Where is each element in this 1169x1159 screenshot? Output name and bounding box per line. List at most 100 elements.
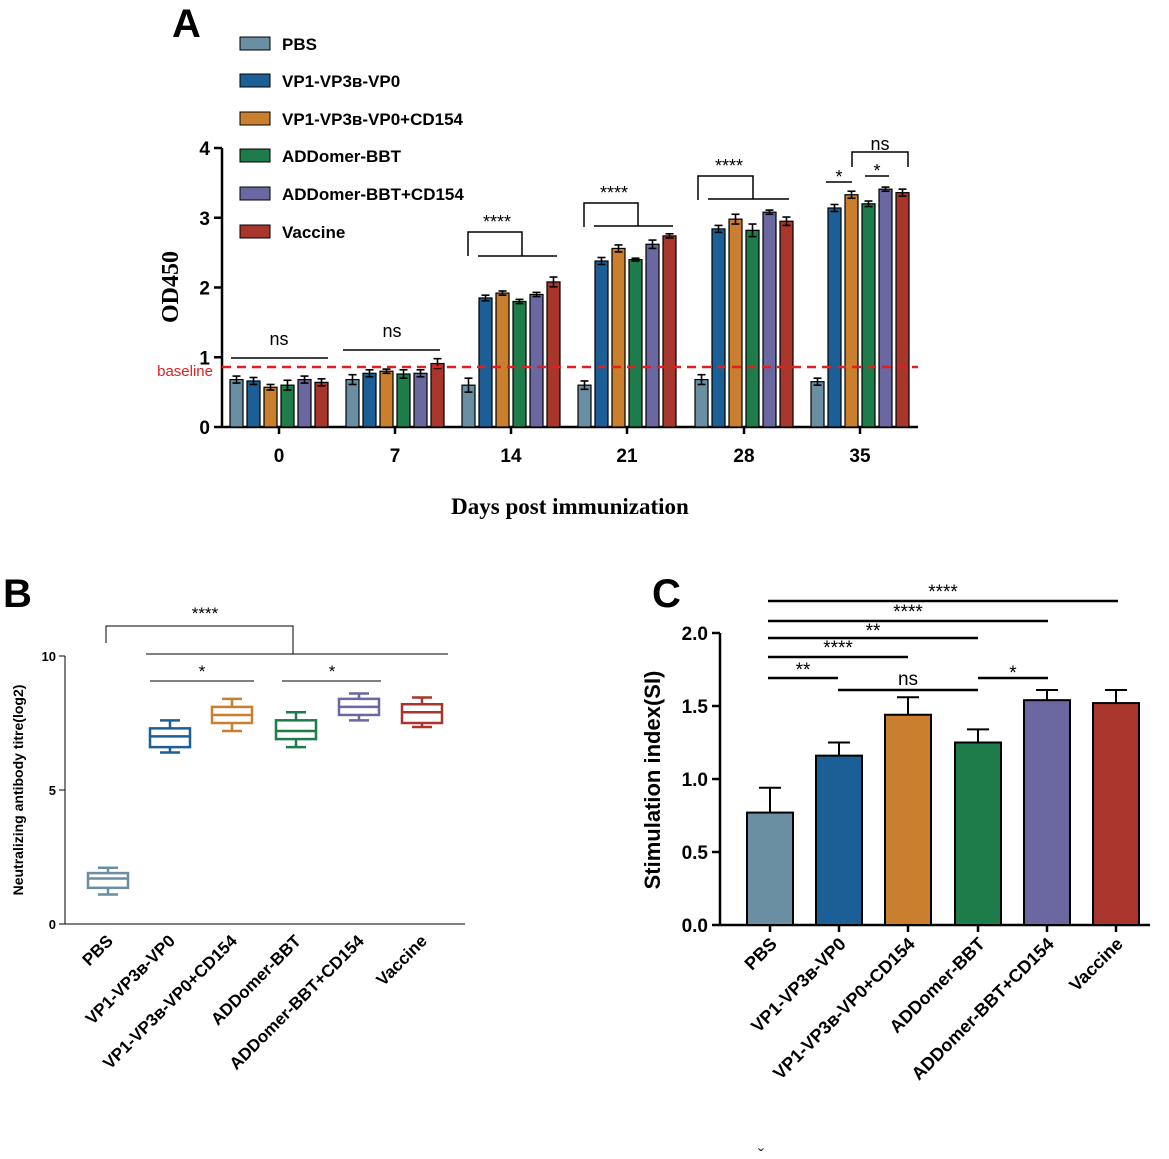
b-y-tick-label: 5 [49, 783, 56, 798]
a-legend-label: VP1-VP3ʙ-VP0 [282, 72, 400, 91]
a-sig-bracket [583, 202, 639, 227]
b-y-axis-title: Neutralizing antibody titre(log2) [10, 685, 26, 896]
a-x-tick-label: 21 [616, 446, 638, 467]
c-sig-label: ** [866, 621, 881, 642]
a-x-tick-label: 7 [390, 446, 401, 467]
a-bar [878, 188, 893, 428]
a-sig-four-star: **** [715, 156, 743, 176]
a-legend-swatch [239, 224, 271, 239]
c-y-tick-label: 2.0 [682, 624, 708, 645]
a-x-tick-label: 35 [849, 446, 871, 467]
a-sig-ns: ns [382, 321, 401, 341]
a-bar [694, 378, 709, 428]
a-legend-label: Vaccine [282, 223, 345, 242]
a-sig-bracket [851, 151, 909, 167]
panel-label-c: C [652, 572, 681, 616]
b-box [274, 719, 318, 741]
a-y-tick-label: 1 [199, 348, 210, 369]
c-x-tick-label: VP1-VP3ʙ-VP0+CD154 [769, 934, 919, 1084]
c-x-tick-label: ADDomer-BBT+CD154 [908, 934, 1058, 1084]
a-x-tick-label: 0 [274, 446, 285, 467]
c-bar [884, 713, 932, 927]
a-bar [779, 220, 794, 428]
a-sig-four-star: **** [483, 212, 511, 232]
b-x-tick-label: Vaccine [373, 931, 431, 989]
a-bar [810, 381, 825, 428]
c-bar [1092, 702, 1140, 927]
a-legend-swatch [239, 73, 271, 88]
panel-a-chart: 0 1 2 3 4 0 7 14 21 28 35 OD450 Days post immunizati… [157, 35, 918, 519]
a-sig-ns: ns [870, 134, 889, 154]
a-sig-star: * [835, 167, 842, 187]
b-sig-star: * [199, 662, 206, 681]
a-bar [512, 300, 527, 428]
panel-b-chart: 0 5 10 Neutralizing antibody titre(log2) PBS… [10, 604, 465, 1073]
a-bar [430, 362, 445, 428]
c-sig-label: ns [898, 669, 918, 690]
a-bar [662, 235, 677, 428]
a-bar [529, 293, 544, 428]
c-x-tick-label: Vaccine [1065, 934, 1127, 996]
a-bar [345, 378, 360, 428]
a-bar [728, 218, 743, 428]
b-box [400, 702, 444, 725]
b-y-tick-label: 0 [49, 917, 56, 932]
a-bar [229, 378, 244, 428]
a-bar [844, 194, 859, 428]
a-bar [762, 211, 777, 428]
b-sig-four-star: **** [192, 604, 219, 623]
a-bar [314, 381, 329, 428]
a-x-tick-label: 14 [500, 446, 522, 467]
a-bar [861, 203, 876, 428]
a-y-axis-title: OD450 [158, 251, 184, 323]
a-baseline-label: baseline [157, 363, 213, 380]
a-y-tick-label: 4 [199, 139, 210, 160]
a-bar [379, 370, 394, 428]
c-y-tick-label: 1.0 [682, 770, 708, 791]
a-legend-label: VP1-VP3ʙ-VP0+CD154 [282, 110, 464, 129]
a-bar [594, 260, 609, 428]
c-y-axis-title: Stimulation index(SI) [640, 671, 665, 890]
c-sig-label: * [1009, 663, 1017, 684]
a-bar [645, 243, 660, 428]
b-x-tick-label: PBS [79, 931, 117, 969]
a-bar [413, 372, 428, 428]
c-sig-label: **** [823, 638, 853, 659]
c-sig-label: **** [893, 602, 923, 623]
a-x-axis-title: Days post immunization [451, 494, 689, 519]
a-sig-bracket [697, 175, 754, 200]
a-legend-swatch [239, 186, 271, 201]
a-bar [495, 292, 510, 428]
a-bar [478, 297, 493, 428]
c-bar [1023, 699, 1071, 926]
a-legend-swatch [239, 111, 271, 126]
footer-mark: ˇ [758, 1146, 764, 1159]
panel-label-b: B [3, 572, 32, 616]
c-y-tick-label: 1.5 [682, 697, 709, 718]
c-sig-label: **** [928, 582, 958, 603]
c-bar [954, 741, 1002, 926]
a-sig-four-star: **** [600, 183, 628, 203]
b-y-tick-label: 10 [42, 649, 56, 664]
c-x-tick-label: PBS [741, 934, 781, 974]
a-bar [577, 384, 592, 428]
b-sig-bracket [105, 625, 294, 654]
c-sig-label: ** [796, 660, 811, 681]
a-x-tick-label: 28 [733, 446, 754, 467]
c-bar [746, 811, 794, 927]
a-bar [611, 247, 626, 428]
a-bar [263, 386, 278, 428]
a-bar [396, 373, 411, 428]
a-legend-swatch [239, 148, 271, 163]
a-legend-label: ADDomer-BBT [282, 147, 402, 166]
a-bar [546, 281, 561, 428]
a-legend-label: PBS [282, 35, 317, 54]
c-y-tick-label: 0.0 [682, 916, 708, 937]
b-sig-star: * [329, 662, 336, 681]
a-bar [362, 372, 377, 428]
a-bar [246, 380, 261, 428]
b-box [86, 871, 130, 890]
a-bar [711, 228, 726, 428]
